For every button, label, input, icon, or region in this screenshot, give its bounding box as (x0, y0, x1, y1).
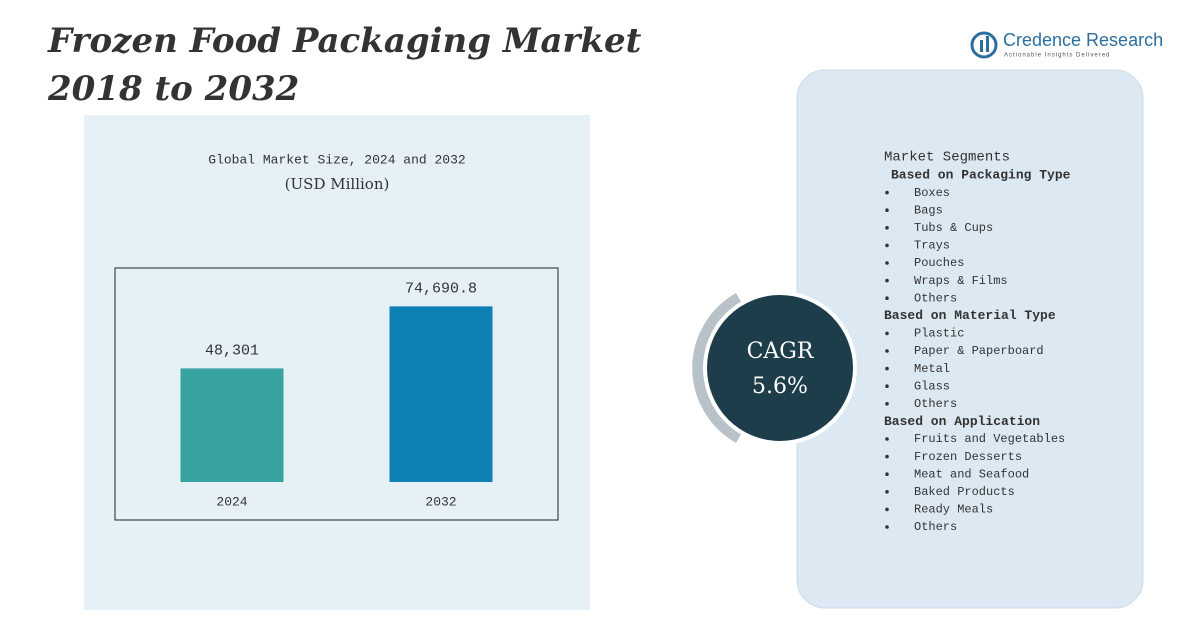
bullet (885, 384, 889, 389)
plot-frame (114, 267, 559, 521)
x-tick-label: 2024 (216, 494, 247, 509)
title: 2018 to 2032 (47, 69, 299, 109)
segment-item: Plastic (914, 327, 964, 341)
bullet (885, 525, 889, 529)
bar (180, 368, 284, 482)
logo-icon (970, 31, 998, 59)
bullet (885, 437, 889, 441)
segment-item: Others (914, 397, 957, 411)
segment-item: Paper & Paperboard (914, 344, 1044, 358)
segment-item: Pouches (914, 256, 964, 270)
x-tick-label: 2032 (425, 494, 456, 509)
segment-item: Meat and Seafood (914, 467, 1029, 481)
bullet (885, 472, 889, 477)
value-label: 74,690.8 (405, 280, 477, 297)
segment-item: Glass (914, 379, 950, 393)
segment-item: Fruits and Vegetables (914, 432, 1065, 446)
segment-item: Others (914, 291, 957, 305)
segments-title: Market Segments (884, 150, 1010, 166)
chart-subtitle: (USD Million) (285, 175, 390, 193)
logo-icon (986, 36, 989, 52)
bullet (885, 243, 889, 248)
bullet (885, 507, 889, 512)
segment-item: Frozen Desserts (914, 450, 1022, 464)
bullet (885, 190, 889, 195)
segment-item: Boxes (914, 186, 950, 200)
bullet (885, 226, 889, 230)
bullet (885, 278, 889, 283)
bullet (885, 331, 889, 336)
cagr-label: CAGR (747, 339, 815, 364)
bullet (885, 490, 889, 494)
bullet (885, 261, 889, 265)
chart-panel (84, 115, 590, 610)
segment-item: Tubs & Cups (914, 221, 993, 235)
tagline: Actionable Insights Delivered (1004, 53, 1110, 59)
bar (389, 306, 493, 482)
bullet (885, 296, 889, 301)
segment-item: Trays (914, 239, 950, 253)
segment-item: Bags (914, 203, 943, 217)
logo-icon (980, 40, 983, 52)
segment-heading: Based on Material Type (884, 308, 1056, 323)
segment-item: Others (914, 520, 957, 534)
segment-item: Ready Meals (914, 503, 993, 517)
bullet (885, 454, 889, 459)
bullet (885, 366, 889, 371)
segment-item: Metal (914, 362, 950, 376)
value-label: 48,301 (205, 342, 259, 359)
segment-heading: Based on Application (884, 414, 1040, 429)
segment-item: Wraps & Films (914, 274, 1008, 288)
logo: Credence Research Actionable Insights De… (970, 30, 1163, 59)
segment-heading: Based on Packaging Type (891, 167, 1071, 182)
cagr-ring (692, 293, 745, 443)
segment-item: Baked Products (914, 485, 1015, 499)
title: Frozen Food Packaging Market (47, 21, 642, 61)
bullet (885, 349, 889, 353)
brand: Credence Research (1003, 30, 1163, 50)
cagr-value: 5.6% (752, 374, 808, 399)
bullet (885, 402, 889, 406)
chart-title: Global Market Size, 2024 and 2032 (208, 152, 465, 167)
cagr-circle (703, 291, 857, 445)
cagr-badge: CAGR 5.6% (692, 291, 857, 445)
bullet (885, 208, 889, 212)
